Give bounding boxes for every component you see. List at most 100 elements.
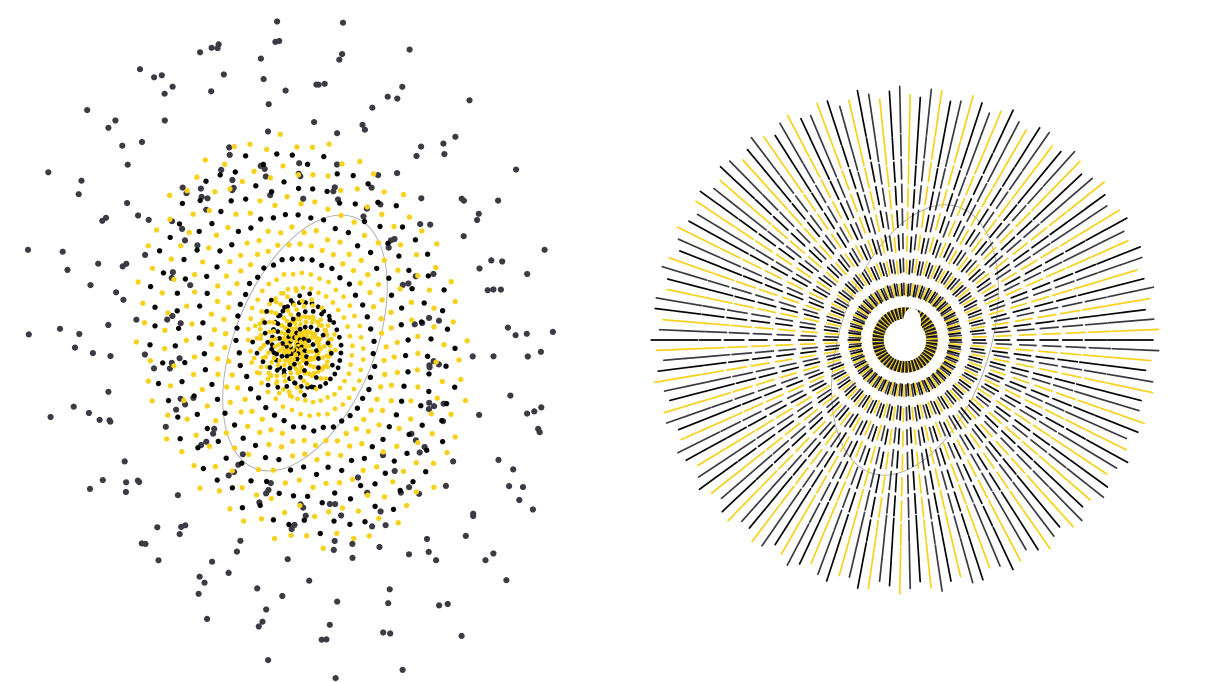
radial-dash [824, 530, 835, 554]
radial-dash [952, 415, 962, 430]
radial-dash [722, 411, 744, 422]
spiral-dot [223, 430, 229, 436]
spiral-dot [151, 74, 158, 81]
spiral-dot [161, 117, 168, 124]
radial-dash [1044, 509, 1061, 528]
radial-dash [879, 451, 885, 470]
radial-dash [925, 335, 938, 339]
radial-dash [774, 525, 788, 546]
spiral-dot [338, 350, 344, 356]
radial-dash [825, 271, 839, 283]
radial-dash [1019, 408, 1037, 420]
spiral-dot [510, 466, 517, 473]
spiral-dot [213, 232, 220, 238]
spiral-dot [141, 320, 148, 326]
radial-dash [995, 405, 1011, 418]
radial-dash [872, 293, 881, 305]
radial-dash [807, 441, 822, 458]
radial-dash [921, 380, 928, 393]
radial-dash [977, 387, 992, 398]
radial-dash [881, 119, 886, 144]
radial-dash [1078, 314, 1102, 319]
spiral-dot [316, 412, 321, 417]
spiral-dot [268, 189, 275, 195]
core-dot [319, 311, 324, 317]
spiral-dot [365, 181, 371, 187]
spiral-dot [339, 505, 346, 511]
core-dot [302, 348, 308, 354]
spiral-dot [133, 339, 140, 345]
radial-dash [850, 510, 859, 533]
radial-dash [826, 315, 841, 322]
radial-dash [1001, 167, 1015, 187]
radial-dash [878, 320, 889, 328]
radial-dash [945, 246, 955, 262]
spiral-dot [214, 477, 220, 483]
spiral-dot [238, 268, 244, 274]
spiral-dot [323, 294, 329, 299]
radial-dash [931, 521, 936, 545]
radial-dash [1002, 109, 1014, 133]
core-dot [269, 309, 274, 315]
radial-dash [807, 255, 822, 269]
radial-dash [924, 326, 936, 332]
radial-dash [934, 421, 942, 438]
radial-dash [1034, 384, 1053, 393]
radial-dash [924, 328, 937, 334]
radial-dash [728, 464, 748, 481]
radial-dash [881, 474, 886, 494]
radial-dash [958, 410, 969, 424]
radial-dash [940, 365, 952, 375]
radial-dash [775, 154, 791, 175]
radial-dash [1061, 301, 1083, 308]
core-dot [274, 351, 279, 357]
radial-dash [837, 376, 850, 386]
radial-dash [841, 145, 850, 168]
radial-dash [906, 283, 910, 297]
radial-dash [1129, 286, 1155, 293]
core-dot [262, 330, 268, 336]
spiral-dot [325, 411, 330, 417]
spiral-dot [396, 425, 402, 432]
radial-dash [760, 165, 778, 186]
spiral-dot [172, 343, 178, 349]
radial-dash [1035, 320, 1055, 325]
radial-dash [727, 503, 746, 522]
spiral-dot [204, 403, 211, 409]
radial-dash [918, 473, 922, 494]
spiral-dot [306, 577, 313, 584]
radial-dash [933, 492, 939, 514]
radial-dash [831, 302, 845, 311]
spiral-dot [249, 360, 255, 365]
radial-dash [750, 136, 767, 158]
radial-dash [1134, 328, 1160, 332]
radial-dash [1032, 372, 1053, 379]
radial-dash [870, 496, 876, 518]
radial-dash [890, 448, 895, 467]
radial-dash [830, 233, 842, 249]
radial-dash [937, 514, 944, 537]
spiral-dot [312, 442, 319, 448]
radial-dash [836, 373, 850, 382]
core-dot [268, 297, 274, 303]
radial-dash [937, 302, 949, 312]
radial-dash [920, 496, 925, 518]
radial-dash [808, 379, 824, 389]
spiral-dot [240, 435, 246, 441]
radial-dash [974, 102, 983, 126]
radial-dash [949, 278, 961, 291]
radial-dash [1014, 529, 1027, 551]
spiral-dot [351, 386, 357, 392]
radial-dash [1038, 455, 1057, 471]
spiral-dot [191, 271, 198, 278]
radial-dash [918, 185, 923, 205]
radial-dash [1032, 242, 1051, 256]
guide-outline [831, 204, 999, 476]
radial-dash [962, 463, 973, 482]
spiral-dot [368, 184, 375, 191]
radial-dash [876, 323, 887, 331]
radial-dash [873, 329, 885, 335]
spiral-dot [382, 522, 389, 529]
radial-dash [1099, 283, 1124, 291]
spiral-dot [295, 185, 302, 192]
